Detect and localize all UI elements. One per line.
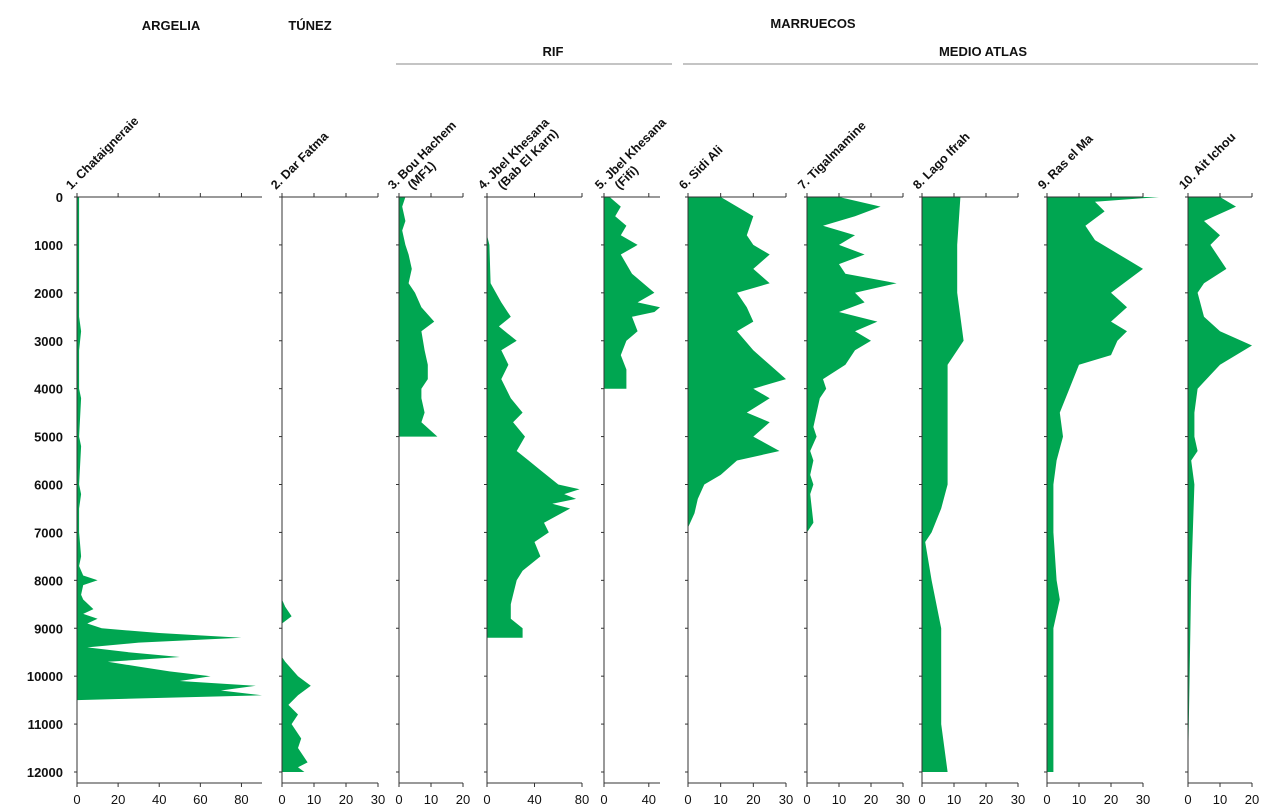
x-tick-label: 80: [575, 792, 589, 807]
x-tick-label: 20: [1104, 792, 1118, 807]
x-tick-label: 30: [896, 792, 910, 807]
series-area: [922, 197, 964, 772]
x-tick-label: 20: [979, 792, 993, 807]
x-tick-label: 10: [1072, 792, 1086, 807]
series-area: [282, 197, 311, 772]
panel: 0 10 20 30 7. Tigalmamine: [795, 118, 910, 807]
header-argelia: ARGELIA: [142, 18, 201, 33]
depth-tick-label: 12000: [27, 765, 63, 780]
panel: 0 10 20 30 9. Ras el Ma: [1035, 131, 1159, 807]
panels: 0 20 40 60 80 1. Chataigneraie 0 10 20 30 2. Dar F…: [63, 114, 1259, 807]
series-area: [1188, 197, 1252, 772]
depth-tick-label: 5000: [34, 430, 63, 445]
x-tick-label: 10: [832, 792, 846, 807]
depth-tick-label: 7000: [34, 525, 63, 540]
site-label: 5. Jbel Khesana(Fifi): [592, 115, 679, 202]
series-area: [807, 197, 897, 701]
x-tick-label: 40: [642, 792, 656, 807]
series-area: [688, 197, 786, 528]
header-marruecos: MARRUECOS: [770, 16, 856, 31]
x-tick-label: 30: [371, 792, 385, 807]
x-tick-label: 80: [234, 792, 248, 807]
site-label-line: 9. Ras el Ma: [1035, 131, 1096, 192]
depth-tick-label: 8000: [34, 573, 63, 588]
x-tick-label: 30: [779, 792, 793, 807]
x-tick-label: 0: [684, 792, 691, 807]
depth-tick-label: 11000: [28, 717, 63, 732]
depth-tick-label: 2000: [34, 286, 63, 301]
site-label: 2. Dar Fatma: [268, 128, 332, 192]
depth-tick-label: 1000: [34, 238, 63, 253]
depth-tick-label: 0: [56, 190, 63, 205]
site-label-line: 7. Tigalmamine: [795, 118, 869, 192]
site-label: 1. Chataigneraie: [63, 114, 141, 192]
x-tick-label: 0: [395, 792, 402, 807]
depth-tick-label: 4000: [34, 382, 63, 397]
x-tick-label: 20: [746, 792, 760, 807]
panel: 0 20 40 60 80 1. Chataigneraie: [63, 114, 262, 807]
x-tick-label: 40: [152, 792, 166, 807]
x-tick-label: 10: [307, 792, 321, 807]
panel: 0 40 80 4. Jbel Khesana(Bab El Karn): [475, 115, 589, 807]
header-tunez: TÚNEZ: [288, 18, 331, 33]
x-tick-label: 0: [483, 792, 490, 807]
series-area: [399, 197, 438, 437]
depth-tick-label: 3000: [34, 334, 63, 349]
x-tick-label: 0: [73, 792, 80, 807]
site-label: 8. Lago Ifrah: [910, 130, 972, 192]
depth-axis: 0 1000 2000 3000 4000 5000 6000 7000 8000 9000 100…: [27, 190, 63, 780]
series-area: [604, 197, 660, 389]
x-tick-label: 60: [193, 792, 207, 807]
x-tick-label: 20: [339, 792, 353, 807]
x-tick-label: 30: [1136, 792, 1150, 807]
series-area: [1047, 197, 1159, 772]
x-tick-label: 0: [600, 792, 607, 807]
site-label: 6. Sidi Ali: [676, 143, 725, 192]
x-tick-label: 30: [1011, 792, 1025, 807]
depth-tick-label: 6000: [34, 478, 63, 493]
site-label-line: 6. Sidi Ali: [676, 143, 725, 192]
x-tick-label: 10: [713, 792, 727, 807]
x-tick-label: 0: [278, 792, 285, 807]
x-tick-label: 0: [1184, 792, 1191, 807]
x-tick-label: 0: [1043, 792, 1050, 807]
panel: 0 10 20 30 8. Lago Ifrah: [910, 130, 1025, 807]
site-label: 4. Jbel Khesana(Bab El Karn): [475, 115, 562, 202]
x-tick-label: 20: [111, 792, 125, 807]
x-tick-label: 20: [1245, 792, 1259, 807]
panel: 0 10 20 30 6. Sidi Ali: [676, 143, 793, 807]
series-area: [77, 197, 262, 701]
x-tick-label: 20: [456, 792, 470, 807]
panel: 0 10 20 30 2. Dar Fatma: [268, 128, 385, 807]
site-label-line: 10. Ait Ichou: [1176, 130, 1238, 192]
site-label: 9. Ras el Ma: [1035, 131, 1096, 192]
x-tick-label: 0: [918, 792, 925, 807]
site-label: 7. Tigalmamine: [795, 118, 869, 192]
site-label: 3. Bou Hachem(MF1): [385, 118, 469, 202]
site-label-line: 2. Dar Fatma: [268, 128, 332, 192]
site-label-line: 1. Chataigneraie: [63, 114, 141, 192]
subheader-rif: RIF: [543, 44, 564, 59]
panel: 0 10 20 10. Ait Ichou: [1176, 130, 1259, 807]
site-label-line: 8. Lago Ifrah: [910, 130, 972, 192]
x-tick-label: 10: [424, 792, 438, 807]
x-tick-label: 20: [864, 792, 878, 807]
subheader-medio-atlas: MEDIO ATLAS: [939, 44, 1027, 59]
x-tick-label: 40: [527, 792, 541, 807]
x-tick-label: 10: [947, 792, 961, 807]
depth-tick-label: 10000: [27, 669, 63, 684]
x-tick-label: 0: [803, 792, 810, 807]
site-label: 10. Ait Ichou: [1176, 130, 1238, 192]
depth-tick-label: 9000: [34, 621, 63, 636]
panel: 0 40 5. Jbel Khesana(Fifi): [592, 115, 679, 807]
series-area: [487, 197, 580, 638]
x-tick-label: 10: [1213, 792, 1227, 807]
panel: 0 10 20 3. Bou Hachem(MF1): [385, 118, 470, 807]
